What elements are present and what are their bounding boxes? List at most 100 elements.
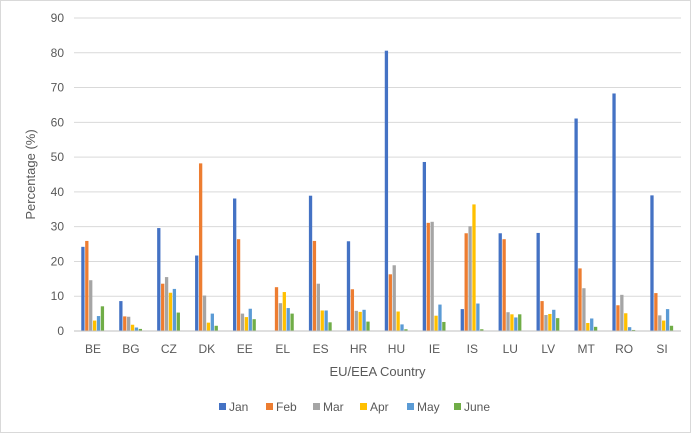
bar-apr-ro (624, 313, 628, 331)
y-axis-title: Percentage (%) (23, 129, 38, 219)
bar-may-ie (438, 304, 442, 331)
bar-jan-is (460, 309, 464, 331)
y-tick-label: 70 (51, 81, 65, 95)
x-tick-label: IS (467, 342, 478, 356)
bar-feb-cz (161, 283, 165, 331)
bar-mar-hu (392, 265, 396, 331)
bar-jan-bg (119, 301, 123, 331)
bar-apr-bg (130, 324, 135, 331)
bar-june-is (480, 329, 484, 331)
bar-feb-hr (350, 289, 355, 331)
bar-mar-cz (164, 277, 169, 331)
bar-feb-bg (123, 316, 127, 331)
bar-apr-ie (434, 315, 438, 331)
bar-apr-is (472, 204, 476, 331)
bar-jan-hu (384, 50, 389, 331)
bar-feb-lu (502, 239, 506, 331)
bar-may-bg (134, 327, 139, 331)
x-axis-tick-labels: BE BG CZ DK EE EL ES HR HU IE IS LU LV MT RO SI (85, 342, 668, 356)
legend-label-may: May (417, 400, 440, 414)
x-tick-label: IE (429, 342, 440, 356)
bar-feb-el (274, 287, 279, 331)
x-tick-label: LV (541, 342, 555, 356)
legend-swatch-apr (360, 403, 367, 410)
bar-june-hu (404, 329, 408, 331)
bar-mar-bg (127, 316, 131, 331)
bar-june-es (328, 322, 332, 331)
legend-label-june: June (464, 400, 490, 414)
y-axis-tick-labels: 0 10 20 30 40 50 60 70 80 90 (51, 11, 65, 338)
bar-june-ro (631, 329, 636, 331)
legend: Jan Feb Mar Apr May June (219, 400, 490, 414)
legend-label-jan: Jan (229, 400, 248, 414)
legend-swatch-jan (219, 403, 226, 410)
bar-apr-dk (206, 322, 211, 331)
bar-may-si (665, 309, 670, 331)
bar-apr-be (92, 320, 97, 331)
bar-apr-hu (396, 311, 400, 331)
bar-feb-es (312, 240, 317, 331)
bar-may-mt (590, 318, 594, 331)
bar-feb-hu (388, 274, 392, 331)
bar-feb-lv (540, 301, 544, 331)
bar-jan-hr (346, 241, 351, 331)
legend-label-feb: Feb (276, 400, 297, 414)
bar-mar-ie (430, 221, 434, 331)
x-tick-label: HR (350, 342, 368, 356)
bar-may-lu (514, 317, 518, 331)
bar-feb-ee (236, 239, 241, 331)
legend-swatch-june (454, 403, 461, 410)
bar-apr-si (662, 320, 666, 331)
bar-jan-si (650, 195, 654, 331)
bar-apr-mt (586, 323, 590, 331)
gridlines (74, 17, 681, 297)
x-tick-label: SI (656, 342, 667, 356)
y-tick-label: 50 (51, 150, 65, 164)
bar-feb-ie (426, 222, 430, 331)
bar-june-el (290, 313, 294, 331)
bar-mar-mt (582, 288, 586, 331)
bar-jan-lu (498, 233, 502, 331)
bar-mar-be (89, 280, 93, 331)
bar-apr-hr (358, 311, 362, 331)
bar-june-bg (138, 328, 143, 331)
bar-mar-lv (544, 315, 548, 331)
bar-mar-lu (506, 312, 510, 331)
bar-june-dk (214, 325, 218, 331)
bar-june-ee (252, 319, 256, 331)
bar-mar-el (278, 303, 283, 331)
bar-may-ro (627, 327, 632, 331)
bar-june-lu (518, 314, 522, 331)
bar-may-hu (400, 324, 404, 331)
bar-jan-cz (157, 228, 161, 331)
bar-may-es (324, 310, 328, 331)
bar-jan-lv (536, 232, 540, 331)
bar-apr-cz (168, 292, 173, 331)
bar-feb-dk (198, 163, 203, 331)
x-tick-label: CZ (161, 342, 177, 356)
bar-feb-si (654, 293, 658, 331)
bar-mar-ro (620, 294, 624, 331)
bar-apr-es (320, 310, 324, 331)
x-tick-label: LU (503, 342, 518, 356)
bar-mar-hr (354, 310, 358, 331)
bar-jan-dk (195, 255, 199, 331)
x-tick-label: HU (388, 342, 405, 356)
y-tick-label: 40 (51, 185, 65, 199)
x-tick-label: EL (275, 342, 290, 356)
bar-mar-dk (202, 295, 207, 331)
bar-june-hr (366, 321, 370, 331)
y-tick-label: 60 (51, 115, 65, 129)
legend-swatch-may (407, 403, 414, 410)
bar-may-el (286, 308, 290, 331)
bar-mar-es (316, 283, 320, 331)
x-tick-label: ES (313, 342, 329, 356)
bar-apr-ee (244, 317, 249, 331)
y-tick-label: 80 (51, 46, 65, 60)
bar-apr-lu (510, 314, 514, 331)
x-tick-label: EE (237, 342, 253, 356)
x-tick-label: BG (122, 342, 139, 356)
bar-june-lv (556, 318, 560, 331)
legend-label-apr: Apr (370, 400, 389, 414)
